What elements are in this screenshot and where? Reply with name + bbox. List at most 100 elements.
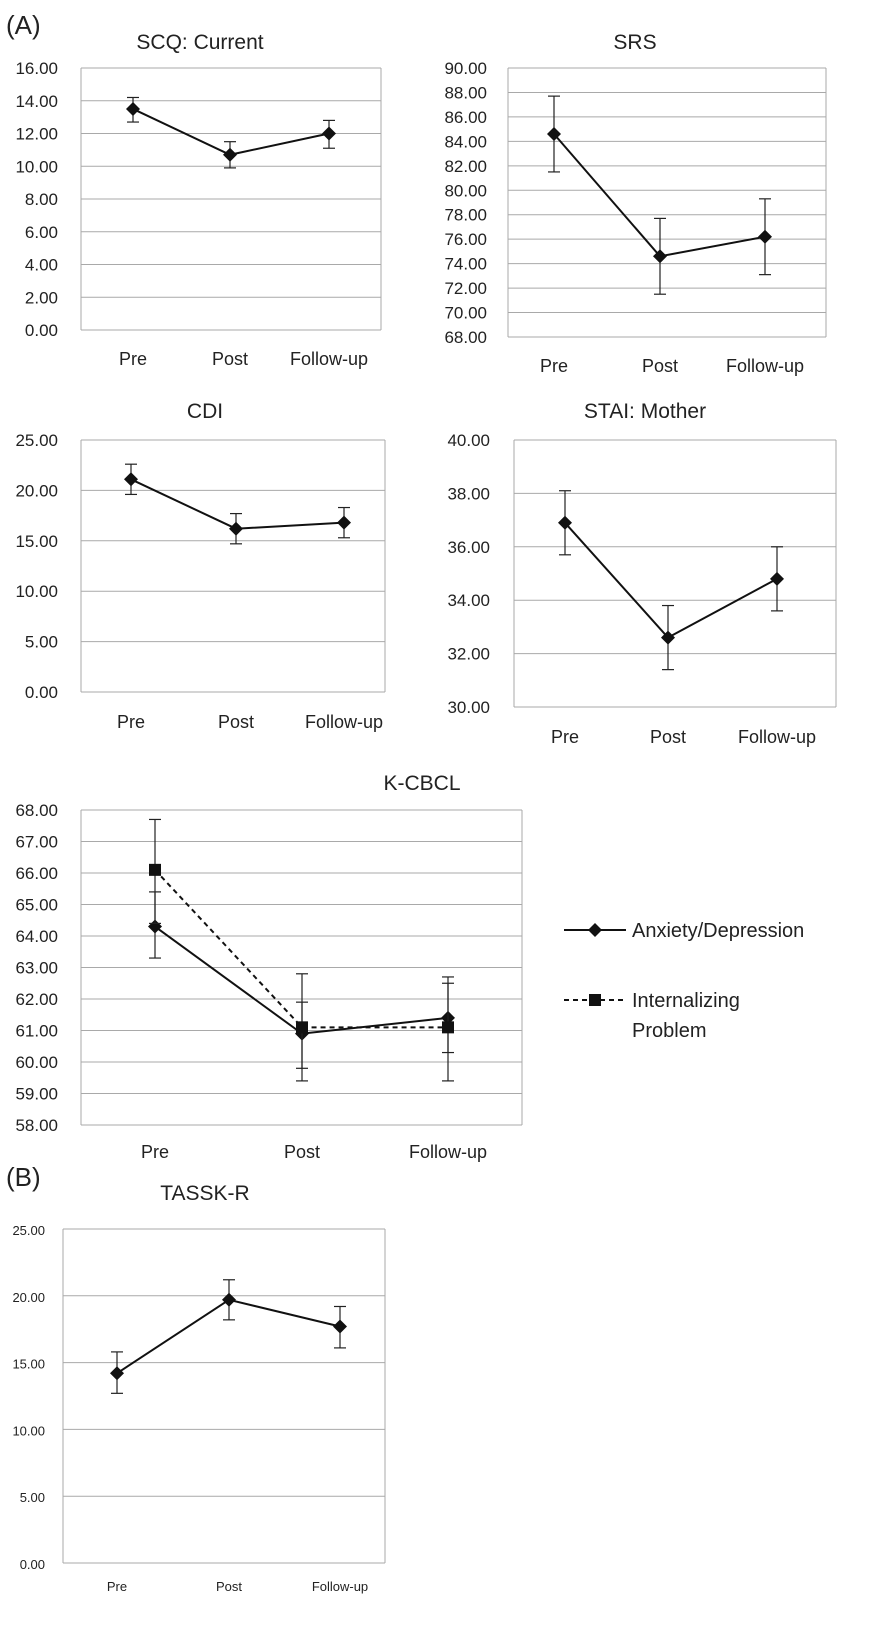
y-tick-label: 10.00 (15, 157, 58, 176)
series-0 (126, 96, 336, 169)
data-point-square (296, 1021, 308, 1034)
y-tick-label: 67.00 (15, 833, 58, 852)
chart-3: STAI: Mother 30.00 32.00 34.00 36.00 38.00 40.… (447, 400, 837, 747)
data-point-diamond (770, 571, 784, 586)
chart-0: SCQ: Current 0.00 2.00 4.00 6.00 8.00 10.00 12.… (15, 31, 382, 369)
chart-2: CDI 0.00 5.00 10.00 15.00 20.00 25.00 Pre Post Fo… (15, 400, 386, 732)
x-tick-label: Follow-up (305, 712, 383, 732)
y-tick-label: 38.00 (447, 484, 490, 503)
y-tick-label: 0.00 (25, 683, 58, 702)
y-tick-label: 86.00 (444, 108, 487, 127)
chart-title: K-CBCL (383, 772, 460, 795)
y-tick-label: 5.00 (20, 1490, 45, 1505)
y-tick-label: 32.00 (447, 645, 490, 664)
chart-title: STAI: Mother (584, 400, 706, 423)
data-point-square (149, 863, 161, 876)
y-tick-label: 15.00 (12, 1357, 45, 1372)
y-tick-label: 20.00 (15, 481, 58, 500)
chart-title: CDI (187, 400, 223, 423)
data-point-diamond (110, 1366, 124, 1381)
x-tick-label: Pre (107, 1579, 127, 1594)
legend-label: Anxiety/Depression (632, 920, 804, 942)
y-tick-label: 88.00 (444, 83, 487, 102)
series-0 (110, 1279, 347, 1394)
chart-title: SRS (613, 31, 656, 54)
legend-label-line: Problem (632, 1020, 706, 1042)
data-point-diamond (322, 126, 336, 141)
y-tick-label: 20.00 (12, 1290, 45, 1305)
panel-label-b: (B) (6, 1162, 41, 1192)
y-tick-label: 59.00 (15, 1085, 58, 1104)
data-point-diamond (653, 249, 667, 264)
data-point-diamond (758, 229, 772, 244)
y-tick-label: 16.00 (15, 59, 58, 78)
y-tick-label: 63.00 (15, 959, 58, 978)
series-0 (558, 490, 784, 671)
charts-container: SCQ: Current 0.00 2.00 4.00 6.00 8.00 10.00 12.… (12, 31, 837, 1594)
series-line (130, 478, 345, 530)
series-0 (124, 463, 351, 545)
data-point-diamond (547, 127, 561, 142)
chart-4: K-CBCL 58.00 59.00 60.00 61.00 62.00 63.00 64.0… (15, 772, 804, 1162)
panel-label-a: (A) (6, 10, 41, 40)
x-tick-label: Follow-up (409, 1142, 487, 1162)
data-point-square (442, 1021, 454, 1034)
y-tick-label: 70.00 (444, 304, 487, 323)
x-tick-label: Post (650, 727, 686, 747)
y-tick-label: 58.00 (15, 1116, 58, 1135)
chart-1: SRS 68.00 70.00 72.00 74.00 76.00 78.00 80.00 82… (444, 31, 827, 376)
x-tick-label: Post (642, 356, 678, 376)
y-tick-label: 66.00 (15, 864, 58, 883)
y-tick-label: 68.00 (444, 328, 487, 347)
series-line (564, 522, 778, 639)
y-tick-label: 82.00 (444, 157, 487, 176)
chart-title: TASSK-R (160, 1182, 249, 1205)
x-tick-label: Post (216, 1579, 242, 1594)
x-tick-label: Post (212, 349, 248, 369)
data-point-diamond (223, 147, 237, 162)
y-tick-label: 36.00 (447, 538, 490, 557)
y-tick-label: 10.00 (15, 582, 58, 601)
y-tick-label: 40.00 (447, 431, 490, 450)
x-tick-label: Pre (551, 727, 579, 747)
data-point-diamond (661, 630, 675, 645)
series-1 (149, 818, 454, 1082)
y-tick-label: 68.00 (15, 801, 58, 820)
data-point-diamond (229, 521, 243, 536)
chart-5: TASSK-R 0.00 5.00 10.00 15.00 20.00 25.00 Pre Po… (12, 1182, 386, 1594)
y-tick-label: 62.00 (15, 990, 58, 1009)
y-tick-label: 74.00 (444, 255, 487, 274)
x-tick-label: Follow-up (726, 356, 804, 376)
y-tick-label: 25.00 (12, 1223, 45, 1238)
series-0 (547, 95, 772, 295)
legend-marker-square (589, 994, 601, 1006)
y-tick-label: 0.00 (25, 321, 58, 340)
data-point-diamond (124, 472, 138, 487)
data-point-diamond (222, 1292, 236, 1307)
x-tick-label: Post (218, 712, 254, 732)
x-tick-label: Pre (141, 1142, 169, 1162)
y-tick-label: 12.00 (15, 125, 58, 144)
y-tick-label: 65.00 (15, 896, 58, 915)
y-tick-label: 0.00 (20, 1557, 45, 1572)
data-point-diamond (333, 1319, 347, 1334)
y-tick-label: 64.00 (15, 927, 58, 946)
y-tick-label: 76.00 (444, 230, 487, 249)
series-line (132, 108, 330, 156)
x-tick-label: Pre (119, 349, 147, 369)
y-tick-label: 2.00 (25, 288, 58, 307)
legend-marker-diamond (588, 923, 602, 937)
data-point-diamond (126, 101, 140, 116)
y-tick-label: 6.00 (25, 223, 58, 242)
y-tick-label: 25.00 (15, 431, 58, 450)
data-point-diamond (337, 515, 351, 530)
legend: Anxiety/Depression Internalizing Problem (564, 920, 804, 1042)
y-tick-label: 5.00 (25, 633, 58, 652)
x-tick-label: Follow-up (738, 727, 816, 747)
y-tick-label: 8.00 (25, 190, 58, 209)
y-tick-label: 10.00 (12, 1423, 45, 1438)
y-tick-label: 14.00 (15, 92, 58, 111)
y-tick-label: 15.00 (15, 532, 58, 551)
data-point-diamond (558, 515, 572, 530)
y-tick-label: 90.00 (444, 59, 487, 78)
